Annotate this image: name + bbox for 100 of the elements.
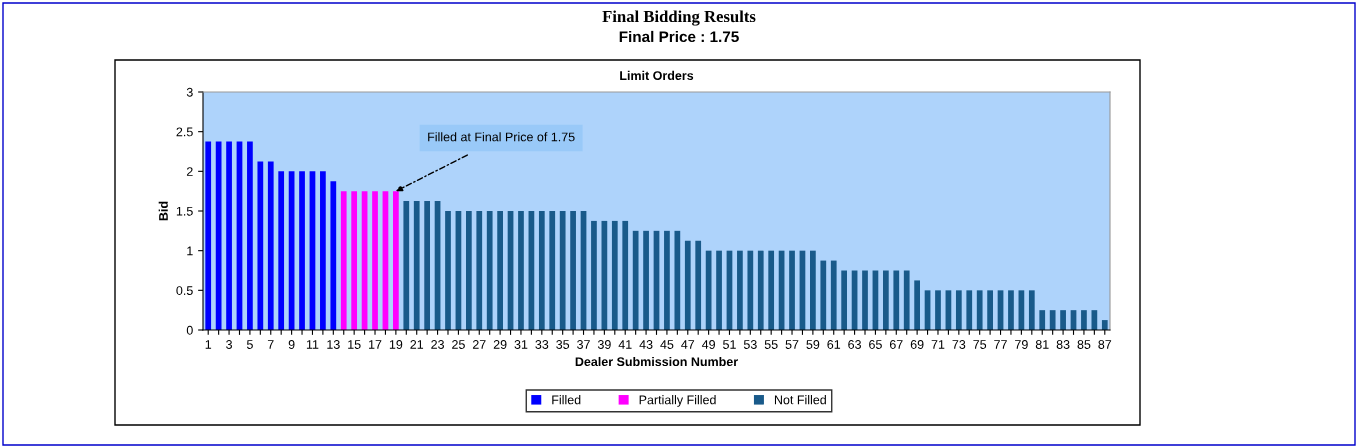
bar	[465, 211, 472, 330]
bar	[1008, 290, 1014, 330]
x-tick-label: 65	[869, 340, 882, 349]
x-tick-label: 33	[535, 340, 549, 349]
y-tick-label: 1	[187, 246, 193, 256]
x-tick-label: 37	[577, 340, 590, 349]
bar	[413, 201, 420, 330]
bar	[914, 280, 920, 330]
bar	[768, 250, 775, 330]
x-tick-label: 7	[267, 340, 274, 349]
x-tick-label: 1	[205, 340, 212, 349]
x-tick-label: 35	[556, 340, 570, 349]
bar	[684, 240, 691, 330]
bar	[1091, 310, 1098, 330]
x-tick-label: 3	[226, 340, 232, 349]
x-tick-label: 77	[994, 340, 1007, 349]
x-tick-label: 51	[723, 340, 736, 349]
x-tick-label: 67	[889, 340, 903, 349]
bar	[789, 250, 795, 330]
bar	[559, 211, 566, 330]
x-tick-label: 23	[431, 340, 444, 349]
x-tick-label: 73	[952, 340, 966, 349]
x-tick-label: 85	[1077, 340, 1091, 349]
x-tick-label: 83	[1056, 340, 1070, 349]
legend-label: Filled	[552, 395, 581, 405]
x-tick-label: 79	[1015, 340, 1028, 349]
bar	[424, 201, 431, 330]
bar	[955, 290, 962, 330]
x-tick-label: 13	[327, 340, 340, 349]
x-tick-label: 15	[348, 340, 361, 349]
bar	[445, 211, 451, 330]
bar	[1101, 320, 1108, 330]
bar	[810, 250, 816, 330]
bar	[1081, 310, 1087, 330]
bar	[903, 270, 910, 330]
bar	[622, 220, 629, 330]
x-axis-title: Dealer Submission Number	[575, 356, 738, 367]
x-tick-label: 57	[785, 340, 799, 349]
x-tick-label: 49	[701, 340, 715, 349]
x-tick-label: 25	[452, 340, 465, 349]
x-tick-label: 69	[910, 340, 924, 349]
y-tick-label: 3	[186, 87, 193, 97]
bar	[820, 260, 827, 330]
bar	[716, 250, 722, 330]
bar	[257, 161, 264, 330]
y-tick-label: 0.5	[176, 286, 193, 295]
x-tick-label: 9	[288, 340, 295, 349]
bar	[226, 141, 232, 330]
bar	[591, 220, 597, 330]
bar	[674, 230, 681, 330]
x-tick-label: 63	[848, 340, 861, 349]
bar	[1039, 310, 1046, 330]
x-tick-label: 87	[1098, 340, 1112, 349]
x-tick-label: 81	[1035, 340, 1049, 349]
chart-subtitle: Final Price : 1.75	[619, 30, 739, 43]
x-tick-label: 75	[973, 340, 987, 349]
bar	[538, 211, 545, 330]
y-tick-label: 0	[186, 325, 193, 335]
bar	[215, 141, 222, 330]
bar	[664, 230, 670, 330]
y-tick-label: 2.5	[176, 127, 193, 137]
bar	[570, 211, 576, 330]
bar	[320, 171, 326, 330]
x-tick-label: 43	[639, 340, 653, 349]
x-tick-label: 47	[681, 340, 695, 349]
bar	[518, 211, 524, 330]
x-tick-label: 55	[764, 340, 778, 349]
bar	[695, 240, 702, 330]
bar	[830, 260, 837, 330]
bar	[976, 290, 983, 330]
bar	[351, 191, 358, 330]
chart-title: Final Bidding Results	[602, 10, 756, 26]
x-tick-label: 19	[389, 340, 403, 349]
bar	[987, 290, 993, 330]
bar	[340, 191, 347, 330]
bar	[247, 141, 253, 330]
y-tick-label: 2	[186, 167, 193, 176]
bar	[476, 211, 483, 330]
bar	[757, 250, 764, 330]
x-tick-label: 31	[514, 340, 528, 349]
x-tick-label: 27	[472, 340, 486, 349]
x-tick-label: 61	[827, 340, 841, 349]
bar	[632, 230, 639, 330]
bar	[205, 141, 212, 330]
x-tick-label: 17	[369, 340, 382, 349]
bar	[1028, 290, 1035, 330]
bar	[403, 201, 410, 330]
text: Limit Orders	[620, 70, 694, 81]
x-tick-label: 59	[806, 340, 820, 349]
bar	[1049, 310, 1056, 330]
bar	[737, 250, 743, 330]
x-tick-label: 53	[743, 340, 757, 349]
bar	[486, 211, 493, 330]
bar	[893, 270, 900, 330]
annotation: Filled at Final Price of 1.75	[428, 132, 575, 142]
bar	[935, 290, 941, 330]
x-tick-label: 29	[493, 340, 507, 349]
bar	[882, 270, 889, 330]
bar	[1060, 310, 1066, 330]
bar	[841, 270, 848, 330]
